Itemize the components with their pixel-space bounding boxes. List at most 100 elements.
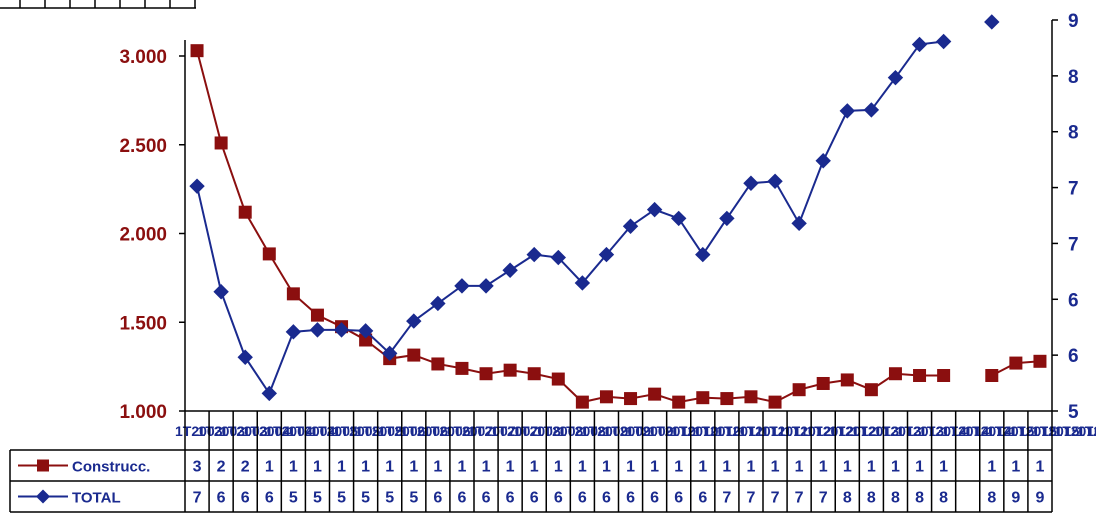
x-tick-label: 1T2010 bbox=[671, 423, 719, 439]
x-tick-label: 1T2010 bbox=[694, 423, 742, 439]
right-tick-label: 7 bbox=[1068, 234, 1079, 255]
table-cell: 1 bbox=[722, 459, 731, 476]
table-cell: 1 bbox=[819, 459, 828, 476]
data-point-construcc bbox=[262, 247, 276, 261]
table-cell: 2 bbox=[241, 459, 250, 476]
table-cell: 8 bbox=[987, 490, 996, 507]
right-tick-label: 6 bbox=[1068, 346, 1079, 367]
table-cell: 1 bbox=[795, 459, 804, 476]
table-cell: 6 bbox=[506, 490, 515, 507]
table-cell: 6 bbox=[602, 490, 611, 507]
data-point-construcc bbox=[937, 369, 951, 382]
data-point-total bbox=[815, 153, 831, 169]
data-point-total bbox=[671, 210, 687, 227]
table-cell: 5 bbox=[361, 490, 370, 507]
table-cell: 1 bbox=[626, 459, 635, 476]
x-tick-label: 1T2007 bbox=[491, 423, 539, 439]
x-tick-label: 1T2011 bbox=[739, 423, 786, 439]
legend-label: TOTAL bbox=[72, 490, 121, 507]
right-tick-label: 9 bbox=[1068, 11, 1079, 32]
x-tick-label: 1T2013 bbox=[897, 423, 945, 439]
table-cell: 1 bbox=[458, 459, 467, 476]
table-cell: 6 bbox=[554, 490, 563, 507]
table-cell: 6 bbox=[265, 490, 274, 507]
right-tick-label: 8 bbox=[1068, 67, 1079, 88]
x-tick-label: 1T2006 bbox=[401, 423, 449, 439]
data-point-total bbox=[285, 324, 302, 340]
data-point-construcc bbox=[599, 390, 613, 404]
table-cell: 6 bbox=[650, 490, 659, 507]
data-point-construcc bbox=[648, 387, 662, 401]
table-cell: 1 bbox=[578, 459, 587, 476]
legend-label: Construcc. bbox=[72, 459, 150, 476]
table-cell: 1 bbox=[265, 459, 274, 476]
data-point-construcc bbox=[864, 383, 878, 397]
table-cell: 1 bbox=[867, 459, 876, 476]
x-tick-label: 1T2010 bbox=[649, 423, 697, 439]
table-cell: 8 bbox=[891, 490, 900, 507]
x-tick-label: 1T2009 bbox=[603, 423, 651, 439]
right-tick-label: 5 bbox=[1068, 402, 1079, 423]
table-cell: 1 bbox=[1011, 459, 1020, 476]
series-line-TOTAL bbox=[196, 40, 944, 396]
x-tick-label: 1T2008 bbox=[513, 423, 561, 439]
data-point-total bbox=[863, 102, 880, 118]
data-point-construcc bbox=[575, 395, 589, 409]
x-tick-label: 1T2015 bbox=[1009, 423, 1057, 439]
data-point-construcc bbox=[720, 392, 734, 406]
table-cell: 1 bbox=[289, 459, 298, 476]
x-tick-label: 1T2007 bbox=[446, 423, 494, 439]
table-cell: 6 bbox=[578, 490, 587, 507]
data-point-total bbox=[382, 345, 398, 362]
top-left-grid-fragment bbox=[0, 0, 196, 9]
data-point-total bbox=[357, 323, 374, 339]
data-point-construcc bbox=[792, 383, 806, 397]
table-cell: 1 bbox=[602, 459, 611, 476]
data-point-total bbox=[309, 322, 326, 338]
x-tick-label: 1T2016 bbox=[1054, 423, 1096, 439]
data-point-construcc bbox=[527, 367, 541, 381]
x-tick-label: 1T2013 bbox=[874, 423, 922, 439]
table-cell: 5 bbox=[289, 490, 298, 507]
series-line-Construcc. bbox=[196, 50, 944, 404]
x-tick-label: 1T2004 bbox=[288, 423, 336, 439]
data-point-total bbox=[189, 178, 205, 194]
data-point-total bbox=[237, 349, 253, 365]
data-point-construcc bbox=[913, 369, 927, 382]
data-point-construcc bbox=[1033, 354, 1047, 368]
table-cell: 7 bbox=[193, 490, 202, 507]
data-point-construcc bbox=[190, 44, 204, 58]
data-point-construcc bbox=[840, 373, 854, 387]
data-point-total bbox=[767, 173, 783, 189]
table-cell: 3 bbox=[193, 459, 202, 476]
table-cell: 1 bbox=[313, 459, 322, 476]
x-tick-label: 1T2009 bbox=[581, 423, 629, 439]
table-cell: 9 bbox=[1036, 490, 1045, 507]
data-point-total bbox=[213, 284, 229, 300]
table-cell: 8 bbox=[867, 490, 876, 507]
data-point-construcc bbox=[888, 367, 902, 381]
data-point-construcc bbox=[768, 395, 782, 409]
data-point-construcc bbox=[551, 372, 565, 386]
table-cell: 7 bbox=[771, 490, 780, 507]
table-cell: 6 bbox=[433, 490, 442, 507]
table-cell: 1 bbox=[771, 459, 780, 476]
table-cell: 6 bbox=[458, 490, 467, 507]
x-tick-label: 1T2016 bbox=[1077, 423, 1096, 439]
left-tick-label: 3.000 bbox=[119, 47, 167, 68]
data-point-construcc bbox=[238, 205, 252, 219]
left-tick-label: 1.000 bbox=[119, 402, 167, 423]
data-point-total bbox=[887, 69, 904, 86]
x-tick-label: 1T2015 bbox=[1032, 423, 1080, 439]
data-point-total bbox=[622, 218, 639, 234]
data-point-construcc bbox=[696, 391, 710, 405]
x-tick-label: 1T2014 bbox=[942, 423, 990, 439]
data-point-total bbox=[646, 201, 663, 218]
data-point-construcc bbox=[624, 392, 638, 406]
table-cell: 7 bbox=[819, 490, 828, 507]
table-cell: 7 bbox=[795, 490, 804, 507]
table-cell: 1 bbox=[337, 459, 346, 476]
data-point-total bbox=[406, 313, 422, 329]
data-point-construcc bbox=[310, 308, 324, 322]
